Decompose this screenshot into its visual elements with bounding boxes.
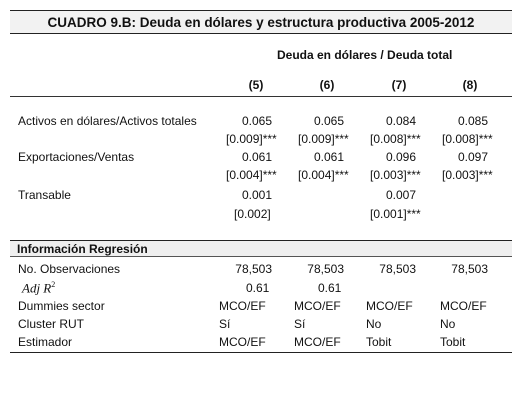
adjr2-superscript: 2 [51, 280, 56, 289]
obs-7: 78,503 [379, 262, 416, 276]
se-5-activos: [0.009]*** [226, 132, 277, 146]
coef-7-transable: 0.007 [385, 188, 416, 202]
coef-5-activos: 0.065 [241, 114, 272, 128]
dummies-7: MCO/EF [366, 299, 413, 313]
se-8-activos: [0.008]*** [442, 132, 493, 146]
estimator-5: MCO/EF [219, 335, 266, 349]
se-8-exportaciones: [0.003]*** [442, 168, 493, 182]
obs-5: 78,503 [235, 262, 272, 276]
table-title: CUADRO 9.B: Deuda en dólares y estructur… [10, 10, 512, 34]
column-header-5: (5) [248, 78, 264, 92]
se-6-activos: [0.009]*** [298, 132, 349, 146]
se-5-transable: [0.002] [234, 207, 271, 221]
obs-6: 78,503 [307, 262, 344, 276]
cluster-5: Sí [219, 317, 231, 331]
column-header-7: (7) [391, 78, 407, 92]
dummies-8: MCO/EF [440, 299, 487, 313]
dummies-6: MCO/EF [294, 299, 341, 313]
row-label-transable: Transable [18, 188, 71, 202]
obs-label: No. Observaciones [18, 262, 121, 276]
estimator-label: Estimador [18, 335, 73, 349]
dummies-label: Dummies sector [18, 299, 105, 313]
group-header: Deuda en dólares / Deuda total [277, 48, 453, 62]
adjr2-label: Adj R2 [22, 278, 55, 295]
info-section-label: Información Regresión [17, 242, 148, 256]
row-label-activos: Activos en dólares/Activos totales [18, 114, 197, 128]
coef-5-exportaciones: 0.061 [241, 150, 272, 164]
adjr2-label-text: Adj R [22, 280, 52, 296]
coef-7-activos: 0.084 [385, 114, 416, 128]
se-7-transable: [0.001]*** [370, 207, 421, 221]
coef-7-exportaciones: 0.096 [385, 150, 416, 164]
coef-6-activos: 0.065 [313, 114, 344, 128]
estimator-8: Tobit [440, 335, 466, 349]
se-7-activos: [0.008]*** [370, 132, 421, 146]
cluster-8: No [440, 317, 456, 331]
info-section-header [10, 240, 512, 257]
dummies-5: MCO/EF [219, 299, 266, 313]
se-6-exportaciones: [0.004]*** [298, 168, 349, 182]
cluster-6: Sí [294, 317, 306, 331]
se-7-exportaciones: [0.003]*** [370, 168, 421, 182]
estimator-6: MCO/EF [294, 335, 341, 349]
coef-6-exportaciones: 0.061 [313, 150, 344, 164]
bottom-rule [10, 352, 512, 353]
cluster-label: Cluster RUT [18, 317, 85, 331]
header-rule [10, 96, 512, 97]
cluster-7: No [366, 317, 382, 331]
row-label-exportaciones: Exportaciones/Ventas [18, 150, 135, 164]
adjr2-5: 0.61 [246, 281, 270, 295]
coef-8-activos: 0.085 [457, 114, 488, 128]
column-header-8: (8) [462, 78, 478, 92]
obs-8: 78,503 [451, 262, 488, 276]
column-header-6: (6) [319, 78, 335, 92]
coef-5-transable: 0.001 [241, 188, 272, 202]
estimator-7: Tobit [366, 335, 392, 349]
se-5-exportaciones: [0.004]*** [226, 168, 277, 182]
adjr2-6: 0.61 [318, 281, 342, 295]
coef-8-exportaciones: 0.097 [457, 150, 488, 164]
